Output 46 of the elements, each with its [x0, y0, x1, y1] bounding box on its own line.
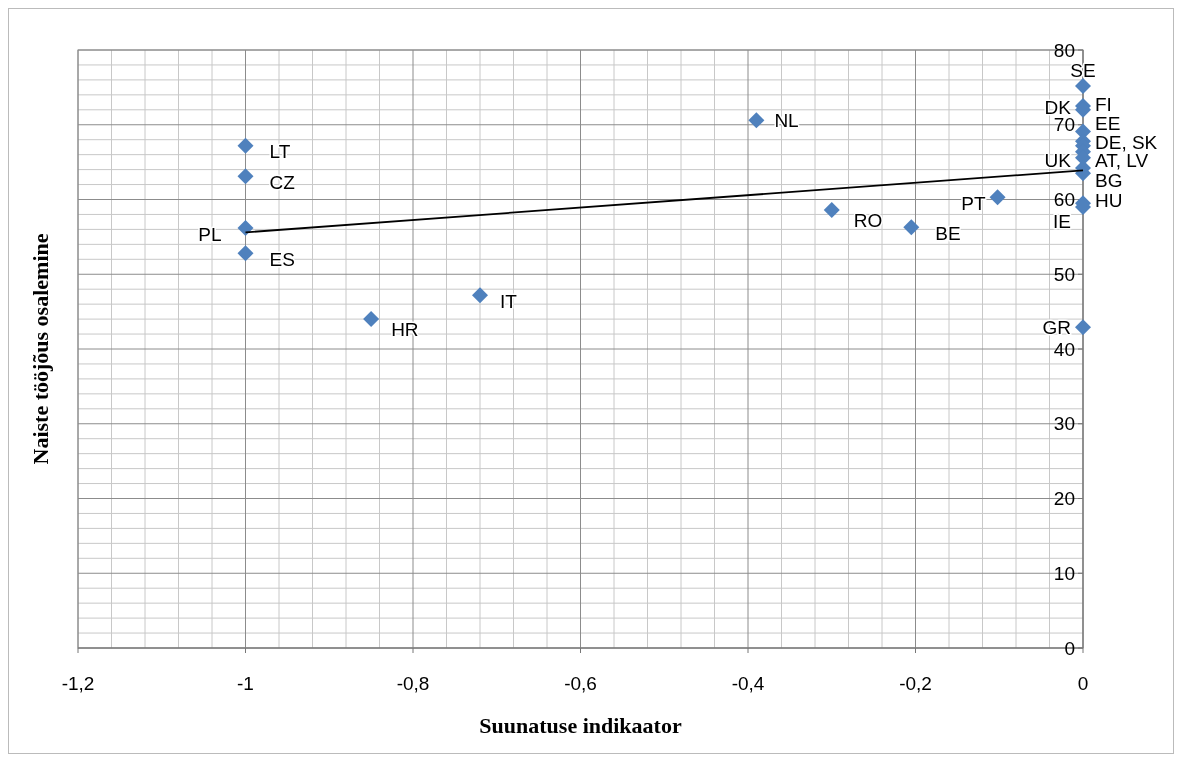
- x-tick-label: -0,2: [899, 673, 932, 694]
- annotation: FI: [1095, 93, 1112, 115]
- x-tick-label: 0: [1077, 673, 1089, 694]
- y-tick-label: 80: [1053, 39, 1075, 61]
- x-axis-title: Suunatuse indikaator: [479, 713, 682, 738]
- annotation: NL: [774, 109, 799, 131]
- annotation: CZ: [269, 171, 296, 193]
- annotation: BG: [1095, 169, 1123, 191]
- y-tick-label: 0: [1064, 637, 1075, 659]
- point: [237, 168, 254, 185]
- point: [1075, 77, 1091, 94]
- annotation: LT: [269, 141, 291, 163]
- annotation: UK: [1044, 149, 1072, 171]
- point: [363, 311, 380, 328]
- annotation: ES: [269, 248, 295, 270]
- y-tick-label: 50: [1053, 263, 1075, 285]
- x-tick-label: -0,8: [396, 673, 430, 694]
- annotation: HU: [1095, 189, 1123, 211]
- annotation: HR: [391, 318, 419, 340]
- annotation: PL: [198, 223, 222, 245]
- point: [823, 201, 840, 218]
- x-tick-label: -0,4: [731, 673, 765, 694]
- annotation: BE: [935, 222, 961, 244]
- point: [748, 112, 765, 129]
- annotation: SE: [1070, 59, 1096, 81]
- y-tick-label: 10: [1053, 562, 1075, 584]
- x-tick-label: -1,2: [61, 673, 95, 694]
- annotation: GR: [1042, 316, 1071, 338]
- x-tick-label: -0,6: [564, 673, 597, 694]
- y-tick-label: 30: [1053, 413, 1075, 435]
- y-tick-label: 60: [1053, 189, 1075, 211]
- point: [237, 245, 254, 262]
- point: [237, 137, 254, 154]
- y-tick-label: 20: [1053, 488, 1075, 510]
- annotation: RO: [853, 209, 883, 231]
- point: [237, 219, 254, 236]
- y-tick-label: 40: [1053, 338, 1075, 360]
- x-tick-label: -1: [237, 673, 254, 694]
- point: [903, 219, 920, 236]
- point: [989, 189, 1006, 206]
- y-axis-title: Naiste tööjõus osalemine: [28, 233, 53, 465]
- annotation: IE: [1053, 210, 1071, 232]
- annotation: IT: [500, 290, 518, 312]
- point: [1075, 319, 1091, 336]
- annotation: PT: [961, 192, 986, 214]
- point: [472, 287, 488, 304]
